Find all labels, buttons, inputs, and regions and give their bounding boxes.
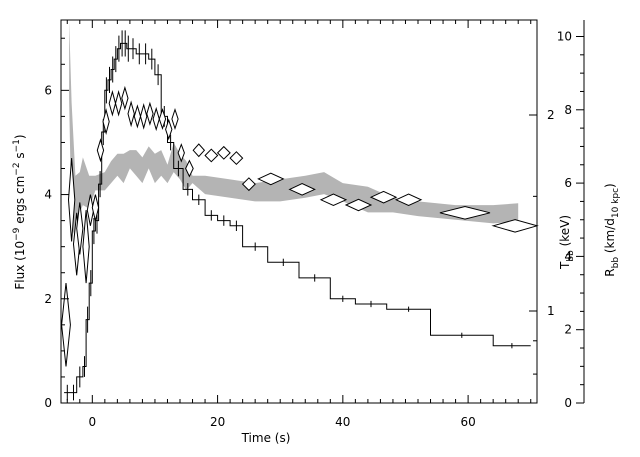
flux-label-sup3: −1 — [12, 139, 22, 152]
temperature-diamond — [67, 158, 76, 242]
flux-label-sup2: −2 — [12, 162, 22, 175]
temperature-diamond — [171, 108, 179, 130]
y-axis-title-radius: Rbb (km/d10 kpc) — [603, 183, 621, 276]
temperature-diamond — [288, 183, 316, 196]
radius-label-mid: (km/d — [603, 218, 617, 257]
flux-label-mid: ergs cm — [13, 176, 27, 228]
x-tick-label: 0 — [88, 415, 96, 429]
radius-label-end: ) — [603, 183, 617, 188]
temperature-diamond — [216, 145, 231, 160]
temperature-diamond — [177, 143, 185, 163]
temperature-diamond — [133, 104, 142, 129]
x-tick-label: 60 — [460, 415, 475, 429]
temperature-diamond — [344, 198, 373, 212]
temp-label-end: (keV) — [558, 215, 572, 250]
temperature-diamond — [319, 193, 348, 207]
temperature-diamond — [158, 108, 167, 130]
temperature-diamond — [241, 177, 256, 192]
radius-label-sub: bb — [611, 257, 621, 269]
temp-label-main: T — [558, 261, 572, 270]
temperature-diamond — [91, 194, 100, 221]
temperature-diamond — [121, 85, 129, 111]
x-axis-title: Time (s) — [241, 431, 291, 445]
temp-tick-label: 2 — [547, 108, 555, 122]
flux-tick-label: 6 — [44, 83, 52, 97]
temperature-diamond — [204, 148, 219, 163]
temperature-diamond — [229, 151, 244, 166]
y-axis-title-flux: Flux (10−9 ergs cm−2 s−1) — [12, 134, 27, 289]
temperature-diamond — [165, 118, 173, 141]
radius-tick-label: 4 — [564, 249, 572, 263]
temperature-diamond-layer — [61, 85, 539, 367]
x-tick-label: 20 — [210, 415, 225, 429]
temperature-diamond — [102, 108, 110, 136]
temperature-diamond — [152, 106, 160, 132]
flux-tick-label: 4 — [44, 188, 52, 202]
temperature-diamond — [257, 172, 285, 186]
x-tick-label: 40 — [335, 415, 350, 429]
flux-tick-label: 0 — [44, 396, 52, 410]
temperature-diamond — [369, 190, 398, 204]
temperature-diamond — [96, 138, 105, 163]
radius-tick-label: 8 — [564, 103, 572, 117]
flux-label-sup1: −9 — [12, 227, 22, 241]
plot-frame — [60, 19, 538, 404]
flux-label-main: Flux (10 — [13, 241, 27, 290]
temperature-diamond — [394, 193, 423, 207]
radius-tick-label: 2 — [564, 323, 572, 337]
temperature-diamond — [127, 100, 135, 128]
radius-label-sub2: 10 kpc — [611, 188, 621, 218]
radius-label-main: R — [603, 268, 617, 276]
temperature-diamond — [146, 101, 154, 126]
temperature-diamond — [76, 202, 84, 255]
temp-label-sub: bb — [566, 250, 576, 262]
y-axis-title-temperature: Tbb (keV) — [558, 215, 576, 270]
temperature-diamond — [192, 143, 206, 158]
temperature-diamond — [139, 103, 148, 130]
temperature-diamond — [185, 159, 194, 178]
radius-tick-label: 6 — [564, 176, 572, 190]
temperature-diamond — [439, 205, 491, 220]
temp-tick-label: 1 — [547, 304, 555, 318]
temperature-diamond — [114, 90, 123, 117]
temperature-diamond — [108, 90, 117, 117]
flux-label-mid2: s — [13, 152, 27, 162]
radius-tick-label: 10 — [557, 30, 572, 44]
flux-histogram-layer — [64, 30, 531, 401]
temperature-diamond — [82, 210, 90, 284]
ticks-layer — [61, 20, 585, 404]
temperature-diamond — [61, 283, 71, 367]
radius-tick-label: 0 — [564, 396, 572, 410]
flux-tick-label: 2 — [44, 292, 52, 306]
flux-label-end: ) — [13, 134, 27, 139]
